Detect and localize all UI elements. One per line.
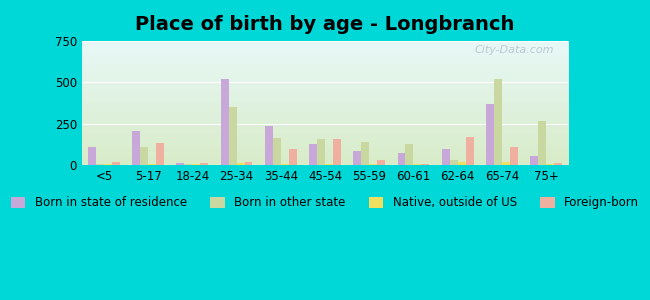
Bar	[309, 144, 317, 165]
Bar	[244, 162, 252, 165]
Title: Place of birth by age - Longbranch: Place of birth by age - Longbranch	[135, 15, 515, 34]
Bar	[458, 162, 465, 165]
Bar	[369, 164, 377, 165]
Bar	[132, 130, 140, 165]
Bar	[273, 138, 281, 165]
Bar	[325, 164, 333, 165]
Bar	[486, 104, 494, 165]
Bar	[465, 137, 474, 165]
Bar	[406, 144, 413, 165]
Bar	[96, 164, 104, 165]
Bar	[354, 151, 361, 165]
Bar	[185, 164, 192, 165]
Bar	[317, 139, 325, 165]
Bar	[140, 147, 148, 165]
Bar	[361, 142, 369, 165]
Bar	[156, 143, 164, 165]
Bar	[442, 149, 450, 165]
Bar	[237, 163, 244, 165]
Bar	[104, 164, 112, 165]
Bar	[554, 163, 562, 165]
Bar	[281, 164, 289, 165]
Bar	[510, 147, 518, 165]
Bar	[546, 164, 554, 165]
Bar	[450, 160, 458, 165]
Bar	[413, 164, 421, 165]
Bar	[333, 139, 341, 165]
Bar	[176, 163, 185, 165]
Bar	[538, 122, 546, 165]
Bar	[88, 147, 96, 165]
Text: City-Data.com: City-Data.com	[474, 45, 554, 55]
Bar	[377, 160, 385, 165]
Bar	[148, 164, 156, 165]
Bar	[289, 149, 296, 165]
Bar	[502, 162, 510, 165]
Bar	[229, 107, 237, 165]
Bar	[220, 79, 229, 165]
Bar	[200, 163, 208, 165]
Bar	[192, 164, 200, 165]
Bar	[494, 79, 502, 165]
Bar	[530, 156, 538, 165]
Bar	[398, 153, 406, 165]
Bar	[112, 162, 120, 165]
Bar	[265, 125, 273, 165]
Legend: Born in state of residence, Born in other state, Native, outside of US, Foreign-: Born in state of residence, Born in othe…	[6, 191, 644, 214]
Bar	[421, 164, 430, 165]
